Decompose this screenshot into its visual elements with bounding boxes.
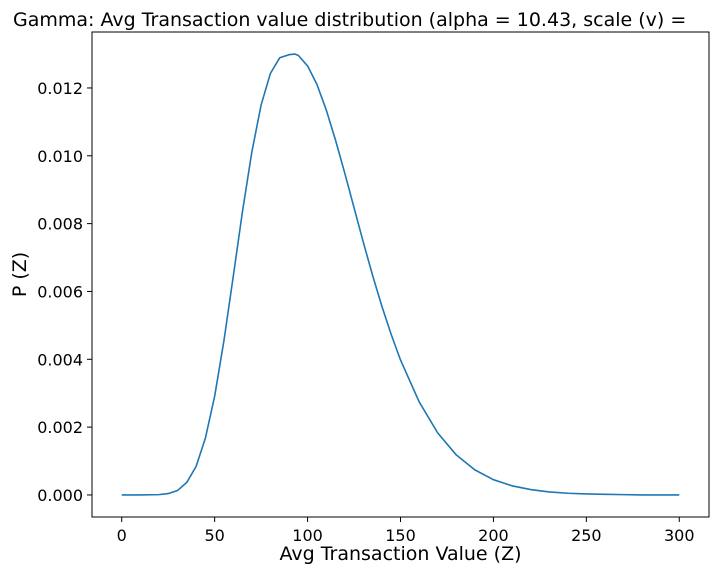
- series-layer: [121, 53, 680, 496]
- x-axis-label: Avg Transaction Value (Z): [279, 543, 521, 565]
- x-tick-label: 250: [571, 526, 602, 545]
- y-tick-label: 0.008: [37, 215, 83, 234]
- y-tick-label: 0.006: [37, 282, 83, 301]
- plot-frame: [91, 31, 710, 518]
- x-tick-label: 100: [292, 526, 323, 545]
- y-tick-label: 0.002: [37, 418, 83, 437]
- y-axis-label: P (Z): [9, 252, 31, 297]
- x-tick-label: 0: [117, 526, 127, 545]
- chart-title: Gamma: Avg Transaction value distributio…: [13, 9, 686, 31]
- x-tick-label: 50: [204, 526, 224, 545]
- y-axis-ticks: 0.000 0.002 0.004 0.006 0.008 0.010 0.012: [37, 79, 92, 505]
- x-tick-label: 300: [664, 526, 695, 545]
- x-tick-label: 150: [385, 526, 416, 545]
- x-tick-label: 200: [478, 526, 509, 545]
- y-tick-label: 0.004: [37, 350, 83, 369]
- y-tick-label: 0.000: [37, 486, 83, 505]
- series-line: [121, 53, 680, 496]
- x-axis-ticks: 0 50 100 150 200 250 300: [117, 517, 695, 545]
- y-tick-label: 0.012: [37, 79, 83, 98]
- y-tick-label: 0.010: [37, 147, 83, 166]
